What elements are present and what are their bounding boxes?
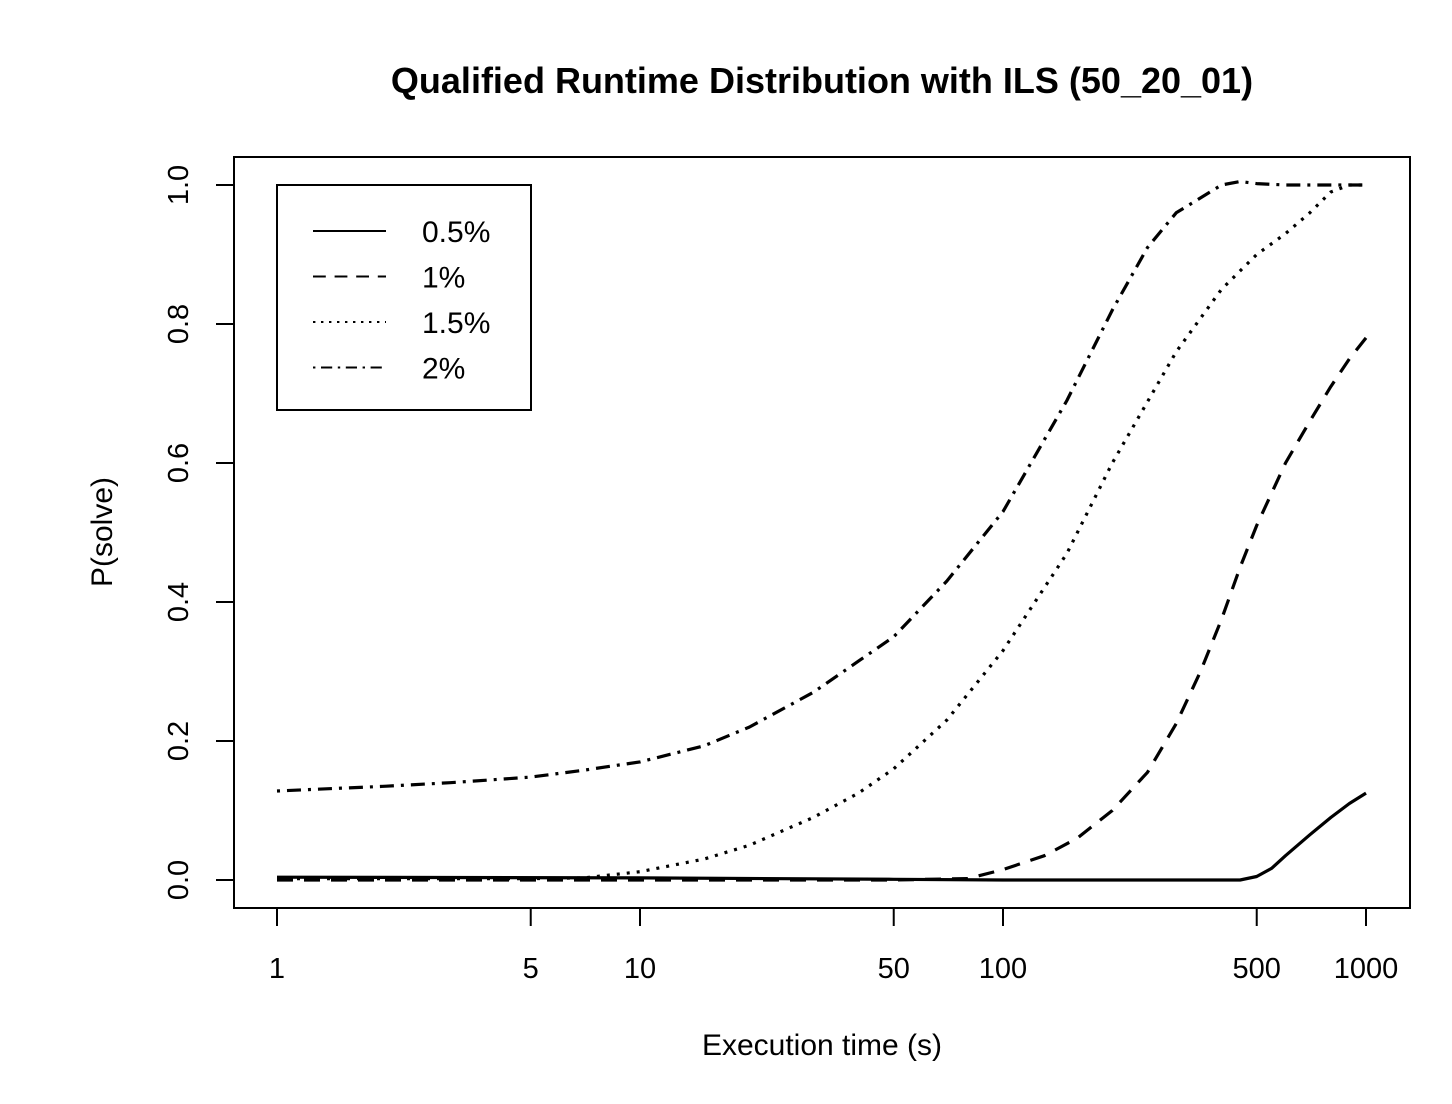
legend-label: 2%	[422, 353, 465, 386]
x-tick-label: 100	[979, 953, 1027, 985]
y-tick-label: 0.4	[163, 582, 195, 622]
x-tick-label: 1000	[1334, 953, 1399, 985]
y-tick-label: 0.0	[163, 860, 195, 900]
legend-label: 1.5%	[422, 307, 490, 340]
x-tick-label: 5	[523, 953, 539, 985]
legend: 0.5% 1% 1.5% 2%	[276, 184, 532, 411]
y-tick-label: 0.2	[163, 721, 195, 761]
x-axis: 1 5 10 50 100 500 1000	[269, 907, 1399, 985]
y-tick-label: 1.0	[163, 165, 195, 205]
x-tick-label: 10	[624, 953, 656, 985]
series-layer	[276, 179, 1368, 882]
y-tick-label: 0.8	[163, 304, 195, 344]
series-line-2pct	[276, 179, 1366, 793]
x-tick-label: 500	[1233, 953, 1281, 985]
x-axis-label: Execution time (s)	[702, 1029, 942, 1062]
series-line-0-5pct	[276, 791, 1367, 882]
legend-box	[276, 184, 532, 411]
y-axis: 0.0 0.2 0.4 0.6 0.8 1.0	[163, 165, 235, 900]
series-line-1pct	[277, 336, 1368, 882]
series-line-1-5pct	[277, 183, 1366, 881]
x-tick-label: 50	[878, 953, 910, 985]
y-tick-label: 0.6	[163, 443, 195, 483]
legend-label: 1%	[422, 262, 465, 295]
y-axis-label: P(solve)	[86, 477, 119, 587]
legend-label: 0.5%	[422, 216, 490, 249]
x-tick-label: 1	[269, 953, 285, 985]
chart-title: Qualified Runtime Distribution with ILS …	[391, 60, 1253, 101]
